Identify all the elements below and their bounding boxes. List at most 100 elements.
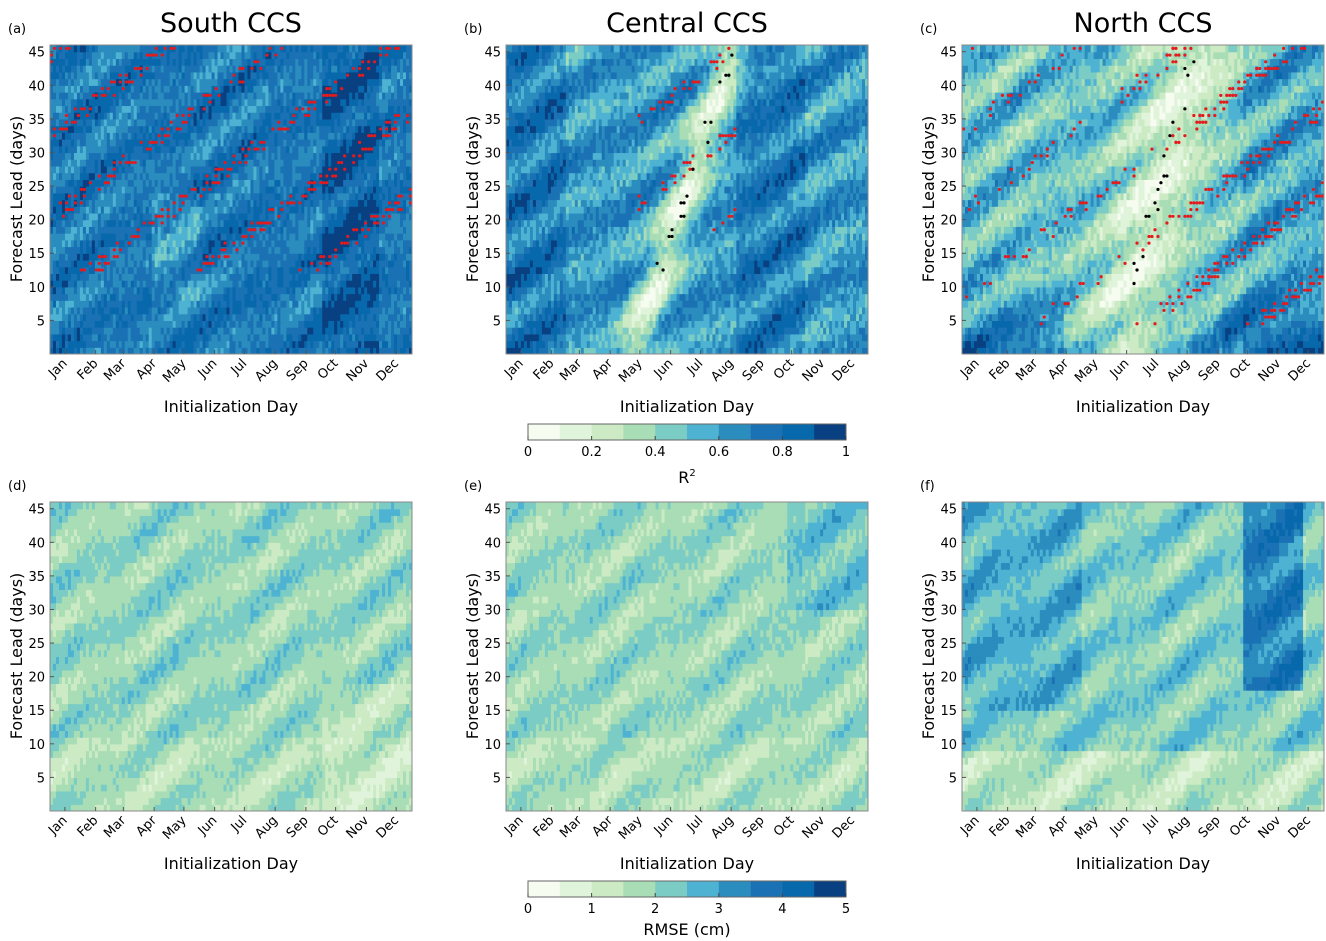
heat-cell	[298, 85, 302, 93]
heat-cell	[157, 78, 162, 86]
heat-cell	[319, 192, 323, 201]
heat-cell	[142, 333, 147, 342]
heat-cell	[151, 45, 156, 53]
heat-cell	[331, 233, 335, 241]
heat-cell	[226, 152, 231, 160]
heat-cell	[172, 340, 177, 348]
heat-cell	[79, 159, 84, 167]
heat-cell	[265, 327, 269, 335]
heat-cell	[283, 266, 287, 274]
heat-cell	[328, 112, 332, 120]
heat-cell	[61, 253, 66, 261]
heat-cell	[145, 212, 150, 221]
heat-cell	[151, 152, 156, 160]
heat-cell	[301, 219, 305, 227]
heat-cell	[211, 132, 216, 140]
heat-cell	[217, 259, 222, 268]
heat-cell	[250, 340, 255, 348]
heat-cell	[337, 320, 341, 328]
heat-cell	[166, 118, 171, 127]
heat-cell	[103, 45, 108, 53]
heat-cell	[190, 159, 195, 167]
heat-cell	[295, 239, 299, 248]
heat-cell	[337, 112, 341, 120]
heat-cell	[298, 340, 302, 348]
heat-cell	[244, 347, 249, 354]
heat-cell	[259, 206, 264, 214]
heat-cell	[349, 212, 353, 221]
heat-cell	[322, 159, 326, 167]
heat-cell	[118, 125, 123, 133]
heat-cell	[67, 165, 72, 174]
heat-cell	[361, 165, 365, 174]
heat-cell	[355, 139, 359, 147]
heat-cell	[103, 118, 108, 127]
heat-cell	[322, 347, 326, 354]
heat-cell	[82, 306, 87, 315]
heat-cell	[136, 152, 141, 160]
heat-cell	[211, 105, 216, 113]
heat-cell	[262, 293, 266, 301]
heat-cell	[313, 347, 317, 354]
heat-cell	[139, 85, 144, 93]
heat-cell	[316, 165, 320, 174]
heat-cell	[79, 71, 84, 80]
heat-cell	[142, 280, 147, 288]
heat-cell	[151, 58, 156, 66]
heat-cell	[205, 239, 210, 248]
heat-cell	[286, 132, 290, 140]
heat-cell	[304, 327, 308, 335]
heat-cell	[238, 172, 243, 180]
heat-cell	[238, 219, 243, 227]
heat-cell	[103, 78, 108, 86]
heat-cell	[61, 280, 66, 288]
heat-cell	[100, 320, 105, 328]
heat-cell	[106, 280, 111, 288]
heat-cell	[244, 45, 249, 53]
heat-cell	[238, 112, 243, 120]
heat-cell	[178, 112, 183, 120]
heat-cell	[133, 226, 138, 234]
heat-cell	[67, 172, 72, 180]
heat-cell	[343, 253, 347, 261]
heat-cell	[292, 239, 296, 248]
heat-cell	[301, 199, 305, 207]
heat-cell	[325, 145, 329, 154]
heat-cell	[271, 313, 275, 322]
heat-cell	[151, 239, 156, 248]
heat-cell	[109, 112, 114, 120]
heat-cell	[109, 347, 114, 354]
heat-cell	[217, 45, 222, 53]
heat-cell	[250, 293, 255, 301]
heat-cell	[136, 186, 141, 194]
heat-cell	[55, 45, 60, 53]
heat-cell	[244, 239, 249, 248]
heat-cell	[50, 92, 54, 100]
heat-cell	[151, 172, 156, 180]
heat-cell	[349, 192, 353, 201]
heat-cell	[73, 219, 78, 227]
heat-cell	[247, 51, 252, 60]
heat-cell	[367, 159, 371, 167]
heat-cell	[364, 172, 368, 180]
heat-cell	[283, 118, 287, 127]
heat-cell	[232, 112, 237, 120]
heat-cell	[193, 320, 198, 328]
heat-cell	[145, 159, 150, 167]
heat-cell	[190, 165, 195, 174]
heat-cell	[313, 246, 317, 254]
heat-cell	[283, 45, 287, 53]
heat-cell	[268, 300, 272, 308]
heat-cell	[301, 112, 305, 120]
heat-cell	[253, 239, 258, 248]
heat-cell	[196, 246, 201, 254]
heat-cell	[337, 192, 341, 201]
heat-cell	[319, 226, 323, 234]
heat-cell	[82, 327, 87, 335]
heat-cell	[241, 118, 246, 127]
heat-cell	[130, 219, 135, 227]
heat-cell	[109, 327, 114, 335]
heat-cell	[310, 273, 314, 281]
heat-cell	[91, 293, 96, 301]
heat-cell	[253, 206, 258, 214]
